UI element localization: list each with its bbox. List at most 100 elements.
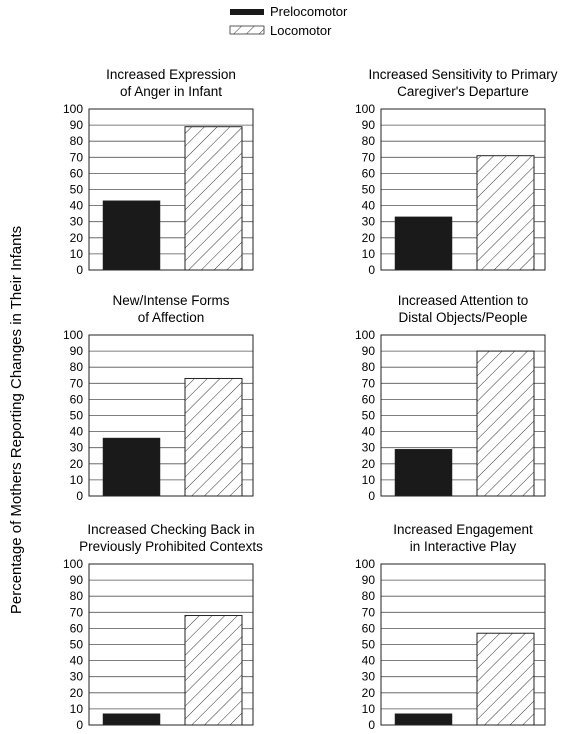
bar-locomotor (476, 350, 535, 497)
y-tick-label: 60 (70, 166, 84, 180)
y-tick-label: 0 (76, 263, 83, 277)
y-tick-label: 80 (362, 360, 376, 374)
plot-frame (380, 563, 546, 726)
y-tick-label: 10 (70, 247, 84, 261)
chart-panel-1: Increased Expression of Anger in Infant 0 1… (63, 67, 254, 277)
y-tick-label: 20 (362, 457, 376, 471)
legend-swatch-locomotor (229, 25, 265, 35)
y-tick-label: 70 (362, 150, 376, 164)
y-tick-label: 50 (362, 183, 376, 197)
chart-panel-6: Increased Engagement in Interactive Play 0… (355, 522, 546, 732)
y-tick-label: 90 (362, 573, 376, 587)
y-tick-label: 20 (362, 231, 376, 245)
chart-title-line: Increased Sensitivity to Primary (368, 67, 557, 82)
y-tick-label: 60 (70, 621, 84, 635)
bar-prelocomotor (394, 449, 453, 497)
y-tick-label: 90 (362, 118, 376, 132)
y-tick-label: 60 (362, 392, 376, 406)
chart-title-line: in Interactive Play (410, 539, 517, 554)
y-tick-label: 100 (63, 328, 83, 342)
y-tick-label: 20 (70, 686, 84, 700)
y-tick-label: 30 (70, 215, 84, 229)
y-tick-label: 90 (70, 118, 84, 132)
y-tick-label: 80 (70, 360, 84, 374)
chart-title-line: of Anger in Infant (120, 84, 222, 99)
y-tick-label: 100 (355, 328, 375, 342)
y-tick-label: 30 (362, 215, 376, 229)
y-tick-label: 20 (70, 231, 84, 245)
bar-locomotor (476, 632, 535, 726)
y-tick-label: 80 (70, 134, 84, 148)
chart-title-line: Distal Objects/People (398, 310, 527, 325)
chart-panels: Increased Expression of Anger in Infant 0 1… (63, 67, 558, 732)
chart-title-line: Increased Checking Back in (87, 522, 254, 537)
y-tick-label: 30 (70, 670, 84, 684)
y-tick-label: 90 (70, 344, 84, 358)
y-tick-label: 90 (362, 344, 376, 358)
y-tick-label: 10 (70, 702, 84, 716)
y-tick-label: 50 (362, 409, 376, 423)
y-tick-label: 40 (362, 425, 376, 439)
y-tick-label: 70 (70, 605, 84, 619)
y-axis-label: Percentage of Mothers Reporting Changes … (8, 226, 25, 614)
y-tick-label: 80 (362, 134, 376, 148)
y-tick-label: 10 (70, 473, 84, 487)
y-tick-label: 60 (362, 166, 376, 180)
y-tick-label: 50 (362, 638, 376, 652)
chart-panel-3: New/Intense Forms of Affection 0 10 20 30 40 50… (63, 293, 254, 503)
y-tick-label: 100 (355, 557, 375, 571)
y-tick-label: 40 (70, 199, 84, 213)
chart-title-line: Caregiver's Departure (397, 84, 529, 99)
chart-title-line: Increased Attention to (398, 293, 529, 308)
y-tick-label: 40 (70, 654, 84, 668)
plot-frame (88, 563, 254, 726)
plot-frame (380, 334, 546, 497)
bar-prelocomotor (102, 437, 161, 497)
bar-locomotor (184, 126, 243, 271)
legend-label-prelocomotor: Prelocomotor (270, 4, 348, 19)
chart-title-line: New/Intense Forms (112, 293, 229, 308)
y-tick-label: 30 (362, 441, 376, 455)
y-tick-label: 30 (70, 441, 84, 455)
legend-swatch-prelocomotor (230, 9, 264, 15)
y-tick-label: 60 (362, 621, 376, 635)
chart-title-line: of Affection (138, 310, 205, 325)
y-tick-label: 20 (362, 686, 376, 700)
legend: Prelocomotor Locomotor (229, 4, 348, 38)
y-tick-label: 40 (70, 425, 84, 439)
y-tick-label: 50 (70, 409, 84, 423)
legend-label-locomotor: Locomotor (270, 23, 332, 38)
y-tick-label: 80 (362, 589, 376, 603)
y-tick-label: 0 (368, 718, 375, 732)
chart-panel-2: Increased Sensitivity to Primary Caregive… (355, 67, 558, 277)
plot-frame (88, 108, 254, 271)
y-tick-label: 70 (362, 605, 376, 619)
y-tick-label: 70 (70, 150, 84, 164)
bar-prelocomotor (102, 200, 161, 271)
y-tick-label: 50 (70, 183, 84, 197)
y-tick-label: 0 (76, 489, 83, 503)
chart-panel-5: Increased Checking Back in Previously Pro… (63, 522, 263, 732)
y-tick-label: 100 (355, 102, 375, 116)
y-tick-label: 50 (70, 638, 84, 652)
bar-prelocomotor (102, 713, 161, 726)
bar-prelocomotor (394, 713, 453, 726)
chart-title-line: Previously Prohibited Contexts (79, 539, 263, 554)
y-tick-label: 10 (362, 473, 376, 487)
bar-locomotor (184, 615, 243, 726)
plot-frame (88, 334, 254, 497)
y-tick-label: 30 (362, 670, 376, 684)
chart-title-line: Increased Engagement (393, 522, 533, 537)
bar-locomotor (476, 155, 535, 271)
y-tick-label: 90 (70, 573, 84, 587)
y-tick-label: 0 (76, 718, 83, 732)
y-tick-label: 20 (70, 457, 84, 471)
y-tick-label: 0 (368, 263, 375, 277)
y-tick-label: 70 (362, 376, 376, 390)
y-tick-label: 80 (70, 589, 84, 603)
y-tick-label: 70 (70, 376, 84, 390)
chart-title-line: Increased Expression (106, 67, 236, 82)
y-tick-label: 100 (63, 557, 83, 571)
bar-locomotor (184, 377, 243, 497)
